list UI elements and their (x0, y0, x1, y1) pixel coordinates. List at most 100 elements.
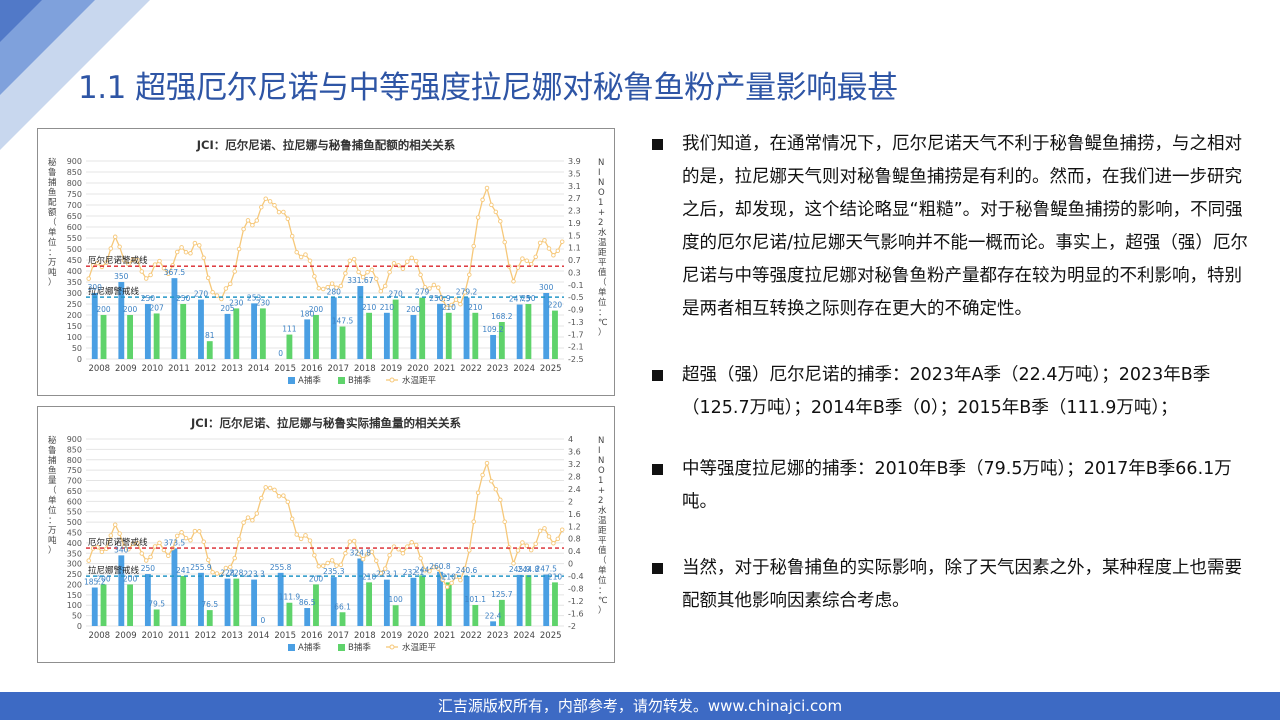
temperature-point (214, 571, 220, 576)
temperature-point (307, 538, 313, 543)
temperature-point (108, 246, 114, 251)
temperature-point (528, 547, 534, 553)
y-tick-label: 300 (67, 289, 82, 298)
bar-a-season (437, 303, 443, 359)
bar-a-season (437, 571, 443, 626)
bar-a-season (118, 282, 125, 359)
y2-tick-label: -1.2 (568, 597, 584, 606)
y2-tick-label: 3.1 (568, 182, 581, 191)
x-tick-label: 2014 (248, 364, 270, 374)
bar-a-season (490, 621, 497, 626)
bar-a-season (410, 315, 417, 359)
data-label-a: 22.4 (485, 611, 502, 620)
x-tick-label: 2018 (354, 364, 376, 374)
y-tick-label: 50 (72, 612, 82, 621)
y2-tick-label: 4 (568, 435, 573, 444)
x-tick-label: 2019 (381, 631, 403, 641)
chart-catch: JCI：厄尔尼诺、拉尼娜与秘鲁实际捕鱼量的相关关系050100150200250… (48, 416, 608, 653)
temperature-point (515, 265, 521, 270)
legend-label: B捕季 (348, 642, 371, 653)
bar-a-season (171, 548, 178, 626)
temperature-point (382, 283, 388, 289)
y2-tick-label: -0.5 (568, 293, 584, 302)
bar-b-season (100, 584, 107, 626)
temperature-point (378, 570, 384, 576)
data-label-b: 270 (388, 290, 403, 299)
bar-b-season (392, 605, 399, 626)
bar-a-season (330, 577, 337, 626)
temperature-point (515, 548, 521, 553)
y-tick-label: 900 (67, 435, 82, 444)
x-tick-label: 2021 (434, 631, 456, 641)
data-label-b: 101.1 (465, 595, 487, 604)
temperature-point (338, 283, 344, 289)
data-label-a: 210 (380, 303, 395, 312)
bar-b-season (180, 304, 187, 359)
temperature-point (267, 485, 273, 491)
temperature-point (329, 281, 335, 286)
y2-tick-label: -2.5 (568, 355, 584, 364)
bar-b-season (472, 604, 479, 626)
bullet-item: 超强（强）厄尔尼诺的捕季：2023年A季（22.4万吨）；2023年B季（125… (652, 359, 1252, 425)
temperature-point (312, 274, 317, 279)
temperature-point (254, 218, 260, 223)
temperature-point (365, 551, 370, 557)
temperature-point (152, 544, 158, 549)
temperature-point (201, 255, 206, 261)
bar-a-season (410, 577, 417, 626)
bullet-item: 中等强度拉尼娜的捕季：2010年B季（79.5万吨）；2017年B季66.1万吨… (652, 453, 1252, 519)
temperature-point (462, 565, 468, 571)
temperature-point (259, 495, 264, 501)
threshold-label: 拉尼娜警戒线 (88, 565, 140, 576)
bar-a-season (383, 579, 390, 626)
y-tick-label: 550 (67, 234, 82, 243)
temperature-point (192, 528, 198, 534)
y2-tick-label: -1.7 (568, 330, 584, 339)
y2-tick-label: 3.5 (568, 169, 581, 178)
x-tick-label: 2010 (142, 631, 164, 641)
temperature-point (546, 534, 552, 539)
bar-b-season (313, 584, 319, 626)
data-label-b: 100 (388, 595, 403, 604)
data-label-a: 232.1 (403, 568, 425, 577)
temperature-point (559, 527, 565, 532)
data-label-b: 244.8 (518, 565, 540, 574)
y-tick-label: 800 (67, 179, 82, 188)
y-tick-label: 500 (67, 245, 82, 254)
temperature-point (188, 538, 193, 543)
temperature-point (444, 305, 450, 311)
temperature-point (467, 272, 472, 277)
data-label-b: 168.2 (491, 312, 513, 321)
x-tick-label: 2020 (407, 631, 429, 641)
temperature-point (108, 533, 114, 538)
y-axis-label: 秘鲁捕鱼量（单位：万吨） (48, 435, 57, 556)
temperature-point (520, 256, 525, 261)
y-tick-label: 250 (67, 300, 82, 309)
bar-b-season (392, 299, 399, 359)
temperature-point (99, 549, 105, 555)
data-label-a: 300 (539, 283, 554, 292)
temperature-point (325, 560, 330, 566)
chart-title: JCI：厄尔尼诺、拉尼娜与秘鲁实际捕鱼量的相关关系 (190, 416, 461, 430)
temperature-point (245, 515, 251, 520)
data-label-a: 247.5 (535, 565, 557, 574)
y-tick-label: 0 (77, 355, 82, 364)
temperature-point (555, 536, 561, 542)
bar-b-season (233, 308, 240, 359)
bar-b-season (445, 582, 452, 626)
temperature-point (104, 260, 109, 265)
x-tick-label: 2024 (513, 364, 535, 374)
temperature-point (205, 275, 211, 281)
temperature-point (347, 539, 353, 544)
x-tick-label: 2011 (168, 364, 190, 374)
temperature-point (489, 202, 494, 208)
data-label-a: 367.5 (164, 268, 186, 277)
bar-a-season (304, 319, 311, 359)
temperature-point (112, 234, 118, 240)
temperature-point (254, 511, 260, 516)
temperature-point (502, 519, 507, 524)
temperature-point (307, 258, 313, 264)
y-tick-label: 550 (67, 508, 82, 517)
temperature-point (276, 209, 282, 215)
temperature-point (303, 252, 308, 257)
